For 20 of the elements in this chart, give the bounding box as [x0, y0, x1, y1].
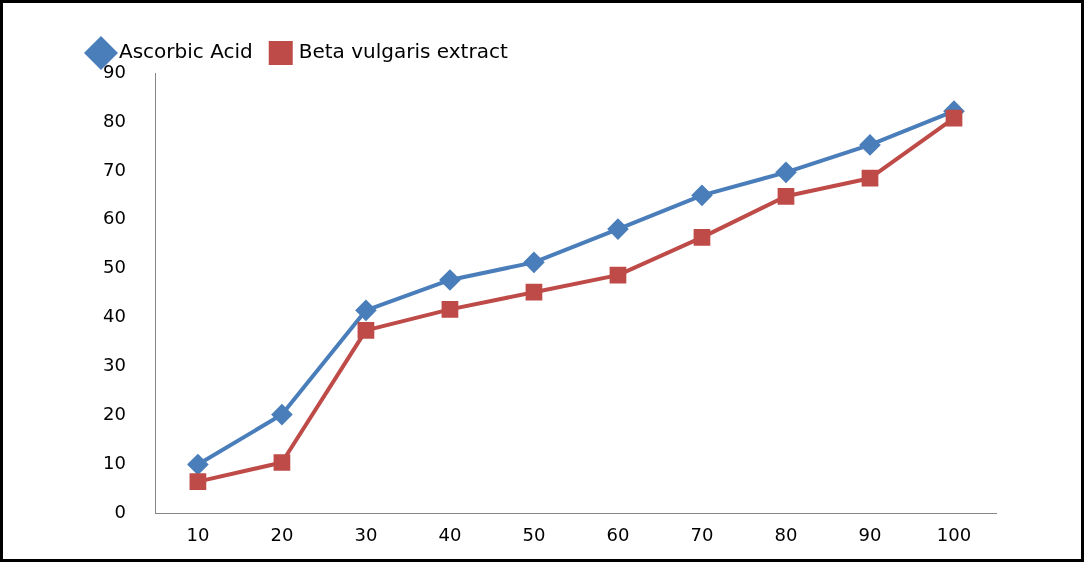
- x-tick-label: 10: [186, 523, 210, 545]
- y-tick-label: 80: [103, 109, 126, 131]
- y-tick-label: 30: [103, 354, 126, 376]
- x-tick-label: 30: [354, 523, 378, 545]
- x-tick-label: 60: [606, 523, 630, 545]
- x-tick-label: 70: [690, 523, 714, 545]
- legend-label: Beta vulgaris extract: [298, 39, 508, 64]
- x-tick-label: 50: [522, 523, 546, 545]
- x-tick-label: 90: [858, 523, 882, 545]
- y-tick-label: 70: [103, 158, 126, 180]
- y-tick-label: 60: [103, 207, 126, 229]
- x-tick-label: 20: [270, 523, 294, 545]
- y-tick-label: 20: [103, 403, 126, 425]
- x-tick-label: 80: [774, 523, 798, 545]
- y-tick-label: 10: [103, 452, 126, 474]
- y-tick-label: 0: [114, 501, 126, 523]
- x-tick-label: 100: [936, 523, 972, 545]
- y-tick-label: 50: [103, 256, 126, 278]
- y-tick-label: 40: [103, 305, 126, 327]
- x-tick-label: 40: [438, 523, 462, 545]
